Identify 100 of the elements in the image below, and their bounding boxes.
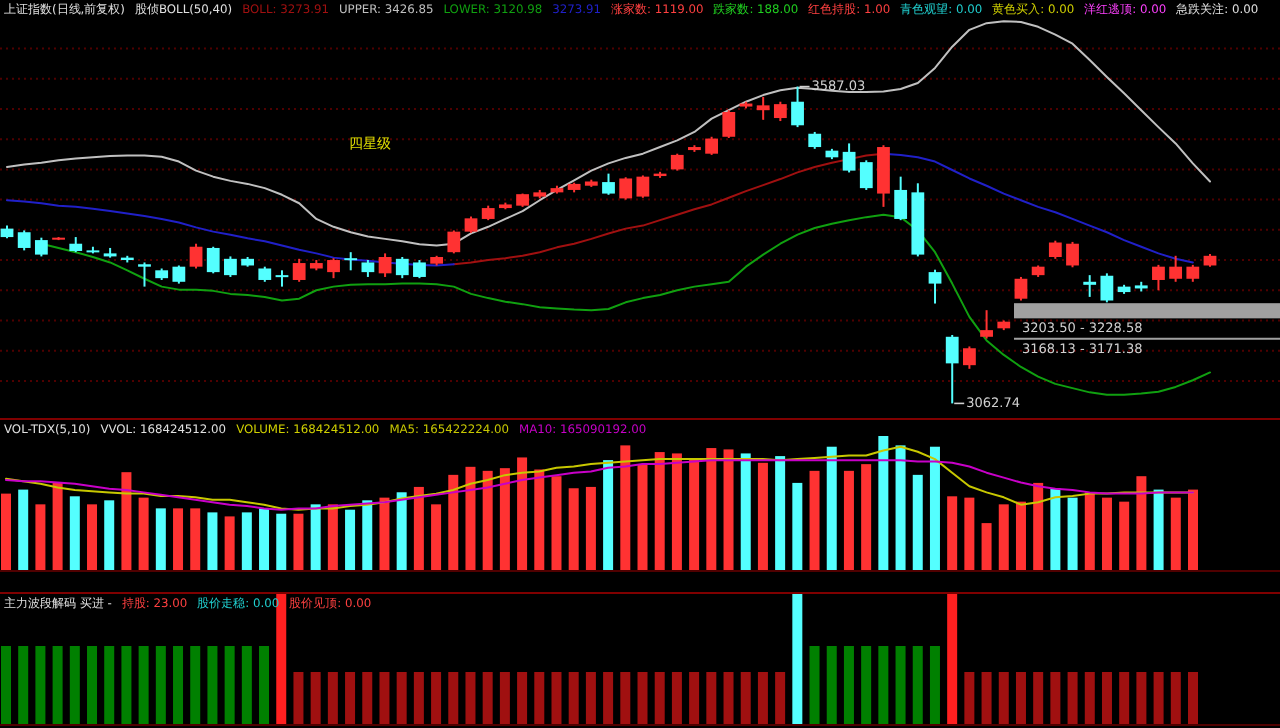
bar <box>224 516 235 570</box>
bar <box>912 474 923 570</box>
bar <box>585 486 596 570</box>
bar <box>929 446 940 570</box>
bar <box>1033 482 1044 570</box>
bar <box>878 436 889 570</box>
candlestick <box>859 159 873 191</box>
bar <box>293 513 304 570</box>
candlestick <box>791 85 804 129</box>
bar <box>1136 476 1147 570</box>
bar <box>327 504 338 570</box>
bar <box>207 512 218 570</box>
bar <box>671 453 682 570</box>
bar <box>826 446 837 570</box>
bar <box>104 500 115 570</box>
bar <box>241 512 252 570</box>
bar <box>1067 497 1078 570</box>
bar <box>998 504 1009 570</box>
candlestick <box>928 268 942 305</box>
candlestick <box>842 142 856 174</box>
candlestick <box>1066 240 1079 269</box>
candlestick <box>224 255 237 278</box>
bar <box>517 457 528 570</box>
bar <box>551 476 562 570</box>
candlestick <box>1169 254 1183 283</box>
candlestick <box>327 257 340 280</box>
bar <box>1084 492 1095 570</box>
bar <box>173 508 184 570</box>
candlestick <box>378 252 392 278</box>
bar <box>155 508 166 570</box>
bar <box>259 508 270 570</box>
candlestick <box>206 245 220 275</box>
bar <box>362 500 373 570</box>
bar <box>1153 489 1164 570</box>
bar <box>1015 501 1026 570</box>
candlestick <box>344 251 358 272</box>
bar <box>534 469 545 570</box>
bar <box>1188 489 1198 570</box>
bar <box>379 497 390 570</box>
candlestick <box>756 95 770 121</box>
bar <box>620 445 631 570</box>
candlestick <box>877 144 890 208</box>
bar <box>413 486 424 570</box>
candlestick <box>602 172 615 196</box>
bar <box>121 472 132 570</box>
bar <box>895 445 906 570</box>
bar <box>499 468 510 570</box>
candlestick <box>722 109 736 139</box>
candlestick <box>1100 272 1114 304</box>
bar <box>431 504 442 570</box>
bar <box>809 470 820 570</box>
candlestick <box>963 345 976 370</box>
candlestick <box>1014 275 1028 302</box>
bar <box>69 496 80 570</box>
bar <box>740 453 751 570</box>
bar <box>861 464 872 570</box>
bar <box>1101 497 1112 570</box>
candlestick <box>945 333 959 405</box>
bar <box>35 504 46 570</box>
candlestick <box>636 174 650 199</box>
bar <box>981 523 992 570</box>
bar <box>637 464 648 570</box>
bar <box>1119 501 1130 570</box>
candlestick <box>34 236 48 258</box>
bar <box>87 504 98 570</box>
bar <box>190 508 201 570</box>
bar <box>310 504 321 570</box>
candlestick <box>447 229 461 255</box>
bar <box>138 497 149 570</box>
bar <box>706 448 717 570</box>
bar <box>465 466 476 570</box>
candlestick <box>138 261 151 288</box>
bar <box>843 470 854 570</box>
candlestick <box>413 259 426 280</box>
candlestick <box>894 175 908 222</box>
bar <box>964 497 975 570</box>
candlestick <box>172 264 186 285</box>
bar <box>1 493 11 570</box>
candlestick <box>1048 239 1062 260</box>
bar <box>568 488 579 570</box>
bar <box>482 470 493 570</box>
bar <box>345 509 356 570</box>
candlestick <box>1152 263 1165 292</box>
bar <box>689 458 700 570</box>
bar <box>947 496 958 570</box>
candlestick <box>705 135 719 156</box>
bar <box>603 460 614 570</box>
bar <box>792 482 803 570</box>
bar <box>1170 497 1181 570</box>
bar <box>757 462 768 570</box>
candlestick <box>189 242 203 270</box>
candlestick <box>395 256 409 280</box>
bar <box>52 482 63 570</box>
candlestick <box>773 100 787 123</box>
bar <box>448 474 459 570</box>
bar <box>654 452 665 570</box>
bar <box>276 513 287 570</box>
bar <box>18 489 29 570</box>
bar <box>723 449 734 570</box>
candlestick <box>275 269 289 288</box>
